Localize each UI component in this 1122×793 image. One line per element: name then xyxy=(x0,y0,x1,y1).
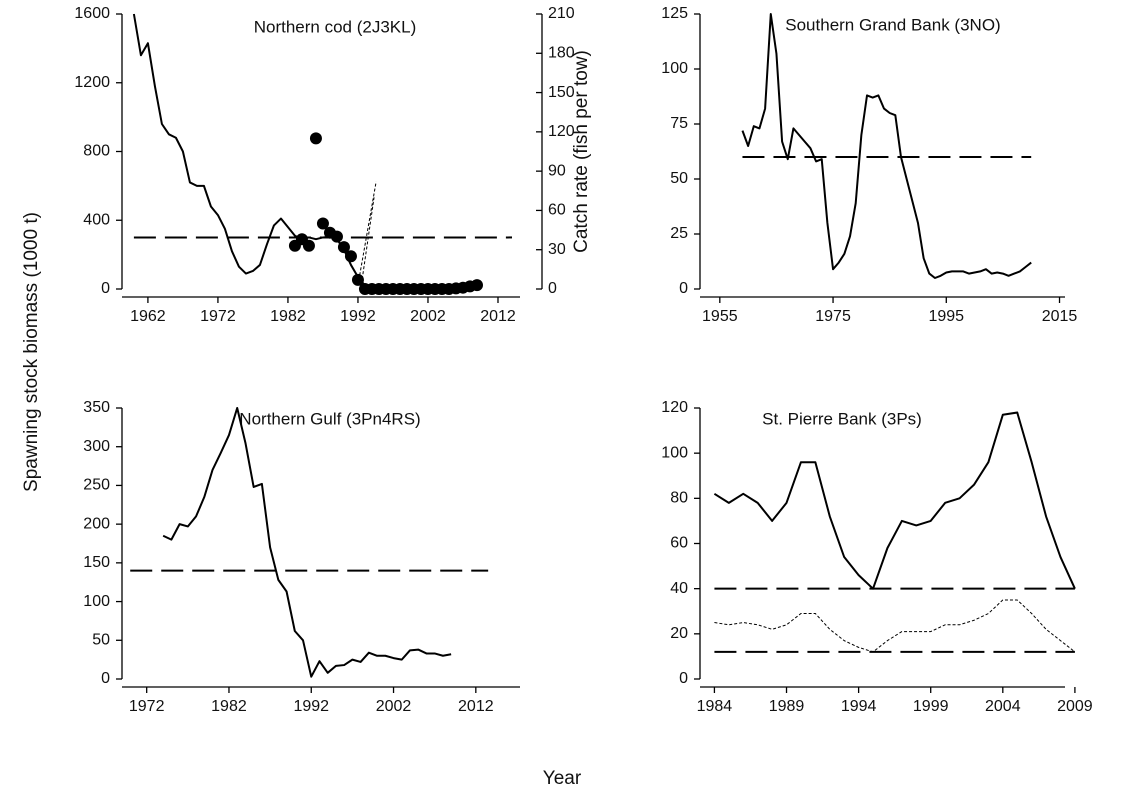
panel-title: Northern Gulf (3Pn4RS) xyxy=(239,409,420,428)
x-axis-label: Year xyxy=(543,768,582,789)
solid-line xyxy=(741,13,1032,279)
y-tick-label: 50 xyxy=(670,170,688,187)
y2-tick-label: 150 xyxy=(548,84,575,101)
y2-tick-label: 210 xyxy=(548,5,575,22)
y-tick-label: 60 xyxy=(670,535,688,552)
y2-tick-label: 180 xyxy=(548,45,575,62)
data-point xyxy=(344,250,357,263)
y2-tick-label: 0 xyxy=(548,280,557,297)
solid-line xyxy=(162,407,452,678)
solid-line xyxy=(713,411,1076,590)
y2-tick-label: 90 xyxy=(548,162,566,179)
x-tick-label: 1992 xyxy=(340,308,376,325)
x-tick-label: 1984 xyxy=(697,698,733,715)
panel: Northern cod (2J3KL) 0 400 800 1200 1600 0 30 60… xyxy=(74,5,592,325)
data-point xyxy=(309,132,322,145)
data-point xyxy=(316,217,329,230)
y-tick-label: 120 xyxy=(661,399,688,416)
y-tick-label: 250 xyxy=(83,477,110,494)
y-tick-label: 1600 xyxy=(74,5,110,22)
panel-title: St. Pierre Bank (3Ps) xyxy=(762,409,922,428)
x-tick-label: 1972 xyxy=(129,698,165,715)
x-tick-label: 2009 xyxy=(1057,698,1093,715)
y-tick-label: 350 xyxy=(83,399,110,416)
y-tick-label: 0 xyxy=(679,670,688,687)
y-tick-label: 50 xyxy=(92,632,110,649)
y-tick-label: 200 xyxy=(83,515,110,532)
panel-title: Northern cod (2J3KL) xyxy=(254,17,417,36)
y-tick-label: 75 xyxy=(670,115,688,132)
dotted-line xyxy=(357,181,377,286)
data-point xyxy=(330,230,343,243)
x-tick-label: 2002 xyxy=(410,308,446,325)
y-tick-label: 40 xyxy=(670,580,688,597)
y-tick-label: 1200 xyxy=(74,74,110,91)
y2-tick-label: 60 xyxy=(548,202,566,219)
y-tick-label: 125 xyxy=(661,5,688,22)
x-tick-label: 2015 xyxy=(1042,308,1078,325)
y-tick-label: 100 xyxy=(661,60,688,77)
data-point xyxy=(470,279,483,292)
data-point xyxy=(351,273,364,286)
dotted-line xyxy=(714,599,1076,653)
panel: Southern Grand Bank (3NO) 0 25 50 75 100 125 19… xyxy=(661,5,1077,325)
x-tick-label: 1972 xyxy=(200,308,236,325)
y-tick-label: 25 xyxy=(670,225,688,242)
y2-tick-label: 120 xyxy=(548,123,575,140)
y2-axis-label: Catch rate (fish per tow) xyxy=(571,50,592,253)
x-tick-label: 1992 xyxy=(293,698,329,715)
data-point xyxy=(337,241,350,254)
panel: St. Pierre Bank (3Ps) 0 20 40 60 80 100 120 1984… xyxy=(661,399,1093,715)
x-tick-label: 1962 xyxy=(130,308,166,325)
y2-tick-label: 30 xyxy=(548,241,566,258)
x-tick-label: 2002 xyxy=(376,698,412,715)
x-tick-label: 1989 xyxy=(769,698,805,715)
y-tick-label: 400 xyxy=(83,211,110,228)
y-tick-label: 20 xyxy=(670,625,688,642)
y-tick-label: 100 xyxy=(661,444,688,461)
y-tick-label: 100 xyxy=(83,593,110,610)
data-point xyxy=(302,239,315,252)
x-tick-label: 1994 xyxy=(841,698,877,715)
x-tick-label: 1982 xyxy=(270,308,306,325)
x-tick-label: 2012 xyxy=(458,698,494,715)
x-tick-label: 1955 xyxy=(702,308,738,325)
panel: Northern Gulf (3Pn4RS) 0 50 100 150 200 250 300… xyxy=(83,399,520,715)
y-tick-label: 80 xyxy=(670,490,688,507)
y-axis-label: Spawning stock biomass (1000 t) xyxy=(21,212,42,492)
y-tick-label: 150 xyxy=(83,554,110,571)
x-tick-label: 1999 xyxy=(913,698,949,715)
x-tick-label: 2004 xyxy=(985,698,1021,715)
x-tick-label: 2012 xyxy=(480,308,516,325)
y-tick-label: 0 xyxy=(101,280,110,297)
y-tick-label: 0 xyxy=(679,280,688,297)
y-tick-label: 300 xyxy=(83,438,110,455)
x-tick-label: 1995 xyxy=(928,308,964,325)
panel-title: Southern Grand Bank (3NO) xyxy=(785,15,1000,34)
y-tick-label: 0 xyxy=(101,670,110,687)
x-tick-label: 1982 xyxy=(211,698,247,715)
x-tick-label: 1975 xyxy=(815,308,851,325)
y-tick-label: 800 xyxy=(83,143,110,160)
dotted-line xyxy=(360,197,375,290)
solid-line xyxy=(132,13,366,287)
